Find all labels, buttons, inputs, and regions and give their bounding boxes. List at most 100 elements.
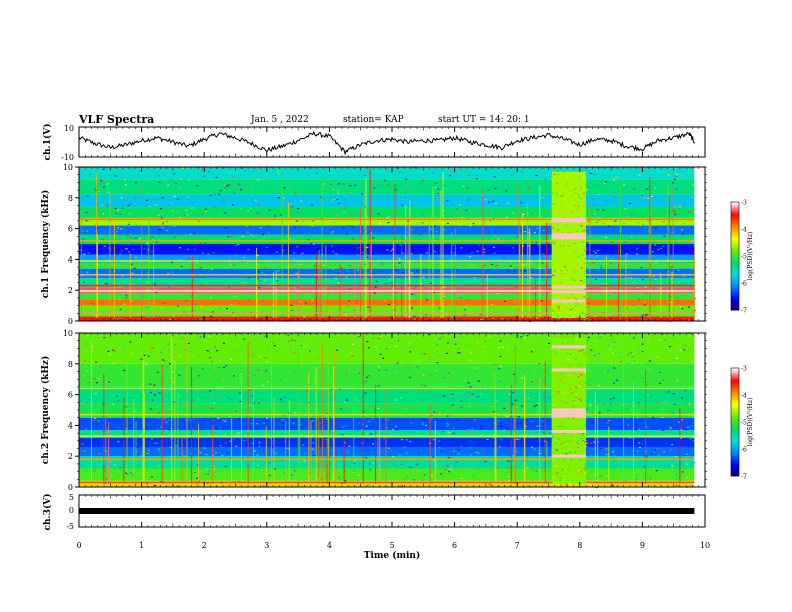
ch2-spec-speckle <box>154 442 157 444</box>
ch2-spec-speckle <box>303 452 306 454</box>
ch1-spec-speckle <box>336 198 339 201</box>
ch2-spec-speckle <box>612 397 615 399</box>
ch1-spec-speckle <box>227 236 230 238</box>
ch1-spec-sferic <box>409 200 411 318</box>
ch1-spec-speckle <box>292 309 295 311</box>
ch2-spec-speckle <box>97 420 100 422</box>
ch2-spec-speckle <box>168 349 171 351</box>
ch1-spec-speckle <box>639 179 642 181</box>
ch2-spec-sferic <box>186 337 188 484</box>
ch2-spec-speckle <box>225 346 228 348</box>
ch1-spec-speckle <box>580 318 583 320</box>
ch2-spec-sferic <box>265 426 267 484</box>
ch1-spec-speckle <box>444 286 447 288</box>
ch2-spec-speckle <box>686 453 689 455</box>
ch2-spec-speckle <box>521 377 523 379</box>
ch1-spec-speckle <box>322 183 325 185</box>
ch2-spec-speckle <box>357 368 360 370</box>
ch2-spec-speckle <box>449 388 452 391</box>
ch1-spec-sferic <box>668 195 670 318</box>
ch2-spec-speckle <box>398 454 401 456</box>
ch1-spec-band <box>79 268 695 278</box>
ch2-spec-speckle <box>301 444 304 446</box>
ch1-spec-speckle <box>430 282 432 284</box>
ch1-spec-speckle <box>105 283 108 285</box>
ch1-spec-speckle <box>102 181 105 183</box>
ch1-spec-speckle <box>673 184 676 186</box>
ch2-spec-speckle <box>687 335 690 337</box>
ch2-spec-speckle <box>79 399 82 402</box>
ch2-spec-speckle <box>530 381 533 383</box>
ch1-spec-speckle <box>92 176 95 178</box>
colorbar-step <box>731 238 739 241</box>
ch1-spec-speckle <box>643 301 646 303</box>
ch1-spec-speckle <box>366 264 369 266</box>
ch2-spec-speckle <box>180 356 182 358</box>
ch2-spec-speckle <box>508 393 511 396</box>
ch2-spec-speckle <box>406 452 408 454</box>
ch1-spec-speckle <box>439 307 441 309</box>
ch1-spec-speckle <box>331 200 334 202</box>
ch1-spec-speckle <box>540 300 543 302</box>
ch1-spec-sferic <box>660 273 662 318</box>
ch2-spec-speckle <box>292 422 295 424</box>
ch1-spec-speckle <box>198 167 201 169</box>
ch1-spec-speckle <box>525 263 528 265</box>
ch2-spec-speckle <box>328 462 331 464</box>
ch2-spec-speckle <box>150 383 153 385</box>
ch2-spec-speckle <box>158 447 161 450</box>
ch1-spec-speckle <box>356 254 359 256</box>
ch1-spec-speckle <box>483 251 486 253</box>
ch2-spec-speckle <box>204 378 207 380</box>
ch2-spec-speckle <box>365 457 368 459</box>
ch1-spec-speckle <box>186 168 188 170</box>
colorbar-step <box>731 409 739 412</box>
ch1-spec-speckle <box>640 191 643 193</box>
ch2-spec-speckle <box>174 455 177 457</box>
ch1-spec-speckle <box>319 196 322 198</box>
ch2-spec-speckle <box>391 456 394 458</box>
ch2-spec-speckle <box>169 446 172 449</box>
ch2-spec-speckle <box>547 394 550 396</box>
ch2-spec-speckle <box>149 348 152 350</box>
ch2-spec-speckle <box>265 370 268 372</box>
ch1-spec-burst-speckle <box>585 318 588 320</box>
colorbar-step <box>731 386 739 389</box>
ch1-spec-speckle <box>110 201 113 203</box>
ch2-spec-speckle <box>119 431 122 433</box>
ch2-spec-speckle <box>149 383 152 385</box>
ch1-spec-speckle <box>121 207 124 209</box>
ch2-spec-burst-speckle <box>554 465 557 467</box>
ch2-spec-speckle <box>589 442 592 444</box>
ch2-spec-speckle <box>372 443 375 445</box>
ch2-spec-speckle <box>221 379 224 382</box>
ch2-spec-speckle <box>436 343 439 345</box>
ch1-spec-speckle <box>343 212 346 214</box>
ch2-spec-speckle <box>256 464 259 466</box>
ch1-spec-speckle <box>435 231 438 233</box>
ch1-spec-speckle <box>256 179 259 181</box>
ch2-spec-speckle <box>447 342 449 344</box>
colorbar-step <box>731 214 739 217</box>
ch2-spec-speckle <box>675 366 677 368</box>
ch2-spec-speckle <box>412 452 415 454</box>
ch2-spec-speckle <box>488 336 491 338</box>
ch2-spec-speckle <box>216 352 218 354</box>
ch1-spec-speckle <box>455 295 458 297</box>
ch2-spec-speckle <box>491 469 494 471</box>
ch2-spec-speckle <box>443 377 445 379</box>
ch2-spec-speckle <box>679 349 682 351</box>
colorbar-step <box>731 261 739 264</box>
ch1-spec-speckle <box>530 292 533 294</box>
ch1-spec-speckle <box>628 202 631 205</box>
ch1-spec-speckle <box>634 242 637 244</box>
ch1-spec-speckle <box>328 226 331 228</box>
ch2-spec-speckle <box>367 484 370 486</box>
ch2-spec-speckle <box>659 339 662 341</box>
colorbar-step <box>731 288 739 291</box>
ch2-spec-speckle <box>174 344 177 346</box>
ch2-spec-speckle <box>393 464 396 466</box>
ch2-spec-burst-speckle <box>569 465 572 467</box>
colorbar-step <box>731 456 739 459</box>
ch1-spec-speckle <box>336 253 338 255</box>
